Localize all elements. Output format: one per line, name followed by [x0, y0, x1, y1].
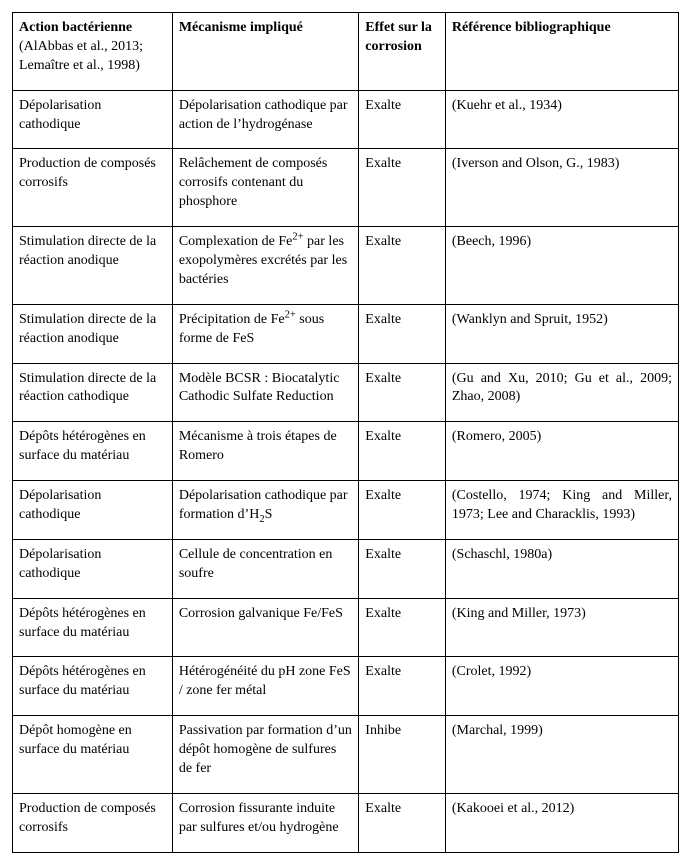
cell-reference: (Romero, 2005) — [445, 422, 678, 481]
cell-reference: (Kuehr et al., 1934) — [445, 90, 678, 149]
col-effect-header: Effet sur la corrosion — [359, 13, 446, 91]
cell-reference: (Wanklyn and Spruit, 1952) — [445, 304, 678, 363]
cell-action: Dépolarisation cathodique — [13, 481, 173, 540]
cell-mechanism: Hétérogénéité du pH zone FeS / zone fer … — [172, 657, 358, 716]
cell-reference: (Kakooei et al., 2012) — [445, 793, 678, 852]
cell-mechanism: Cellule de concentration en soufre — [172, 539, 358, 598]
table-row: Stimulation directe de la réaction anodi… — [13, 304, 679, 363]
cell-mechanism: Précipitation de Fe2+ sous forme de FeS — [172, 304, 358, 363]
mechanism-sup: 2+ — [285, 309, 296, 320]
cell-action: Production de composés corrosifs — [13, 793, 173, 852]
col-reference-header: Référence bibliographique — [445, 13, 678, 91]
mechanism-post: S — [265, 507, 273, 522]
cell-mechanism: Complexation de Fe2+ par les exopolymère… — [172, 227, 358, 305]
table-row: Dépolarisation cathodiqueDépolarisation … — [13, 90, 679, 149]
cell-reference: (King and Miller, 1973) — [445, 598, 678, 657]
cell-action: Stimulation directe de la réaction anodi… — [13, 304, 173, 363]
cell-action: Stimulation directe de la réaction anodi… — [13, 227, 173, 305]
cell-effect: Exalte — [359, 481, 446, 540]
table-row: Dépôts hétérogènes en surface du matéria… — [13, 422, 679, 481]
cell-reference: (Costello, 1974; King and Miller, 1973; … — [445, 481, 678, 540]
table-row: Production de composés corrosifsCorrosio… — [13, 793, 679, 852]
cell-effect: Inhibe — [359, 716, 446, 794]
table-row: Stimulation directe de la réaction anodi… — [13, 227, 679, 305]
cell-reference: (Marchal, 1999) — [445, 716, 678, 794]
cell-action: Dépôts hétérogènes en surface du matéria… — [13, 598, 173, 657]
cell-effect: Exalte — [359, 227, 446, 305]
cell-reference: (Beech, 1996) — [445, 227, 678, 305]
cell-reference: (Crolet, 1992) — [445, 657, 678, 716]
table-row: Production de composés corrosifsRelâchem… — [13, 149, 679, 227]
mechanisms-table: Action bactérienne (AlAbbas et al., 2013… — [12, 12, 679, 853]
cell-mechanism: Modèle BCSR : Biocatalytic Cathodic Sulf… — [172, 363, 358, 422]
cell-effect: Exalte — [359, 149, 446, 227]
cell-effect: Exalte — [359, 422, 446, 481]
cell-mechanism: Relâchement de composés corrosifs conten… — [172, 149, 358, 227]
cell-effect: Exalte — [359, 793, 446, 852]
cell-mechanism: Corrosion galvanique Fe/FeS — [172, 598, 358, 657]
table-body: Dépolarisation cathodiqueDépolarisation … — [13, 90, 679, 852]
cell-action: Dépôt homogène en surface du matériau — [13, 716, 173, 794]
table-row: Stimulation directe de la réaction catho… — [13, 363, 679, 422]
table-row: Dépolarisation cathodiqueDépolarisation … — [13, 481, 679, 540]
table-header-row: Action bactérienne (AlAbbas et al., 2013… — [13, 13, 679, 91]
mechanism-sup: 2+ — [292, 231, 303, 242]
cell-mechanism: Mécanisme à trois étapes de Romero — [172, 422, 358, 481]
cell-action: Dépolarisation cathodique — [13, 539, 173, 598]
cell-action: Dépôts hétérogènes en surface du matéria… — [13, 657, 173, 716]
mechanism-pre: Précipitation de Fe — [179, 312, 285, 327]
cell-mechanism: Dépolarisation cathodique par formation … — [172, 481, 358, 540]
mechanism-pre: Complexation de Fe — [179, 234, 293, 249]
cell-effect: Exalte — [359, 363, 446, 422]
cell-reference: (Gu and Xu, 2010; Gu et al., 2009; Zhao,… — [445, 363, 678, 422]
table-header: Action bactérienne (AlAbbas et al., 2013… — [13, 13, 679, 91]
cell-mechanism: Corrosion fissurante induite par sulfure… — [172, 793, 358, 852]
col-action-title: Action bactérienne — [19, 20, 132, 35]
cell-effect: Exalte — [359, 598, 446, 657]
cell-effect: Exalte — [359, 304, 446, 363]
cell-action: Dépôts hétérogènes en surface du matéria… — [13, 422, 173, 481]
cell-effect: Exalte — [359, 539, 446, 598]
cell-effect: Exalte — [359, 90, 446, 149]
table-row: Dépôts hétérogènes en surface du matéria… — [13, 657, 679, 716]
cell-action: Production de composés corrosifs — [13, 149, 173, 227]
col-action-header: Action bactérienne (AlAbbas et al., 2013… — [13, 13, 173, 91]
cell-mechanism: Passivation par formation d’un dépôt hom… — [172, 716, 358, 794]
cell-action: Stimulation directe de la réaction catho… — [13, 363, 173, 422]
cell-effect: Exalte — [359, 657, 446, 716]
table-row: Dépolarisation cathodiqueCellule de conc… — [13, 539, 679, 598]
cell-mechanism: Dépolarisation cathodique par action de … — [172, 90, 358, 149]
table-row: Dépôts hétérogènes en surface du matéria… — [13, 598, 679, 657]
table-row: Dépôt homogène en surface du matériauPas… — [13, 716, 679, 794]
cell-action: Dépolarisation cathodique — [13, 90, 173, 149]
col-mechanism-header: Mécanisme impliqué — [172, 13, 358, 91]
col-action-subtitle: (AlAbbas et al., 2013; Lemaître et al., … — [19, 39, 143, 73]
cell-reference: (Iverson and Olson, G., 1983) — [445, 149, 678, 227]
cell-reference: (Schaschl, 1980a) — [445, 539, 678, 598]
